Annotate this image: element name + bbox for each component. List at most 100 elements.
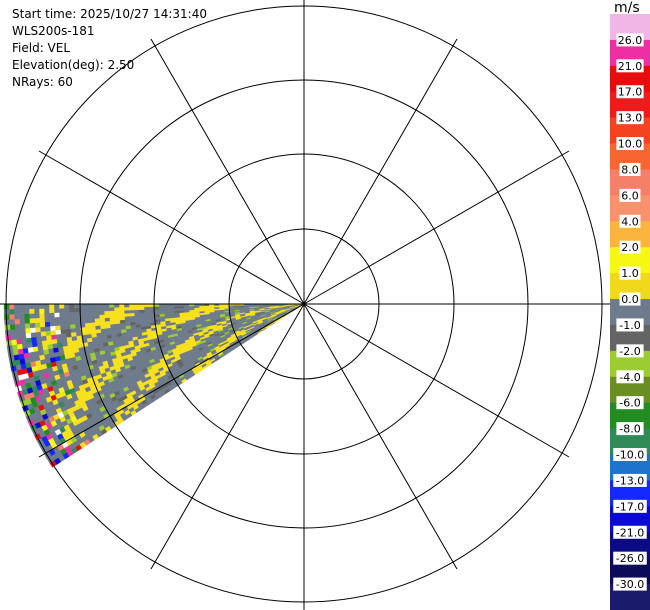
colorbar-label-bg: [619, 266, 641, 280]
colorbar-label-bg: [616, 59, 644, 73]
velocity-cell: [38, 308, 45, 314]
velocity-cell: [33, 308, 40, 314]
azimuth-spokes: [0, 0, 610, 610]
azimuth-spoke: [38, 150, 305, 305]
velocity-cell: [8, 308, 15, 315]
colorbar-tick-label: -6.0: [619, 397, 640, 410]
velocity-cell: [18, 303, 25, 310]
velocity-cell: [59, 316, 65, 322]
colorbar-tick-label: -8.0: [619, 423, 640, 436]
velocity-cell: [29, 322, 36, 329]
ppi-plot: [0, 0, 610, 610]
velocity-cell: [26, 342, 33, 349]
velocity-cell: [40, 330, 47, 337]
velocity-cell: [134, 315, 140, 320]
velocity-cell: [84, 318, 91, 324]
velocity-cell: [119, 316, 125, 321]
velocity-cell: [134, 312, 140, 317]
velocity-cell: [114, 313, 120, 318]
colorbar-tick-label: -17.0: [616, 500, 644, 513]
velocity-cell: [60, 328, 67, 335]
velocity-cell: [139, 312, 145, 316]
colorbar-label-bg: [616, 370, 644, 384]
velocity-cell: [168, 308, 175, 312]
velocity-cell: [53, 308, 60, 313]
velocity-cell: [88, 311, 95, 316]
velocity-cell: [108, 310, 115, 315]
colorbar-label-bg: [616, 33, 644, 47]
colorbar-tick-label: -4.0: [619, 371, 640, 384]
velocity-cell: [88, 303, 95, 308]
velocity-cell: [68, 311, 75, 317]
velocity-cell: [28, 313, 35, 319]
velocity-cell: [113, 307, 120, 311]
velocity-cell: [9, 318, 15, 325]
velocity-cell: [109, 313, 115, 318]
velocity-cell: [73, 307, 80, 313]
velocity-cell: [103, 310, 110, 315]
velocity-cell: [20, 333, 27, 339]
velocity-cell: [158, 306, 165, 310]
velocity-cell: [9, 329, 16, 336]
velocity-cell: [89, 318, 96, 323]
colorbar-label-bg: [613, 551, 647, 565]
velocity-cell: [173, 305, 180, 309]
velocity-cell: [99, 321, 106, 326]
colorbar-tick-label: 21.0: [618, 60, 643, 73]
velocity-cell: [39, 321, 46, 328]
azimuth-spoke: [303, 150, 570, 305]
velocity-cell: [103, 307, 110, 312]
velocity-cell: [99, 317, 105, 323]
colorbar-label-bg: [619, 188, 641, 202]
velocity-cell: [54, 320, 61, 327]
velocity-cell: [163, 308, 170, 312]
colorbar-label-bg: [613, 448, 647, 462]
velocity-cell: [16, 343, 23, 350]
velocity-cell: [14, 323, 21, 330]
velocity-cell: [65, 328, 71, 334]
velocity-cell: [9, 324, 16, 330]
velocity-cell: [45, 330, 52, 336]
colorbar-label-bg: [613, 473, 647, 487]
velocity-cell: [49, 321, 56, 327]
elevation-text: Elevation(deg): 2.50: [12, 58, 135, 72]
velocity-cell: [31, 341, 38, 348]
velocity-cell: [193, 305, 200, 309]
velocity-cell: [88, 307, 95, 312]
velocity-cell: [98, 310, 105, 315]
velocity-cell: [183, 305, 190, 309]
colorbar-label-bg: [616, 85, 644, 99]
velocity-cell: [29, 317, 35, 324]
velocity-cell: [98, 307, 105, 312]
colorbar-tick-label: -26.0: [616, 552, 644, 565]
velocity-cell: [34, 322, 41, 328]
velocity-cell: [108, 307, 115, 312]
velocity-cell: [50, 334, 57, 340]
velocity-cell: [23, 308, 30, 314]
start-time-text: Start time: 2025/10/27 14:31:40: [12, 7, 207, 21]
velocity-cell: [50, 329, 57, 336]
colorbar: 26.0 21.0 17.0 13.0 10.0 8.0 6.0 4.0 2.0 1.0 0.0 -1…: [610, 14, 650, 610]
velocity-cell: [43, 312, 50, 318]
colorbar-tick-label: 13.0: [618, 112, 643, 125]
colorbar-tick-label: 0.0: [621, 293, 639, 306]
velocity-cell: [29, 327, 36, 333]
colorbar-tick-label: -10.0: [616, 449, 644, 462]
colorbar-label-bg: [613, 577, 647, 591]
colorbar-label-bg: [616, 137, 644, 151]
velocity-cell: [119, 313, 125, 318]
velocity-cell: [25, 332, 32, 339]
velocity-cell: [40, 335, 47, 342]
colorbar-tick-label: 2.0: [621, 241, 639, 254]
velocity-cell: [24, 327, 31, 334]
colorbar-label-bg: [616, 396, 644, 410]
velocity-cell: [64, 320, 71, 326]
velocity-cell: [144, 311, 150, 316]
velocity-cell: [63, 311, 70, 317]
velocity-cell: [103, 303, 110, 308]
velocity-cell: [83, 307, 90, 312]
velocity-cell: [8, 303, 15, 310]
velocity-cell: [148, 309, 155, 313]
velocity-cell: [18, 308, 25, 315]
velocity-cell: [34, 317, 40, 324]
